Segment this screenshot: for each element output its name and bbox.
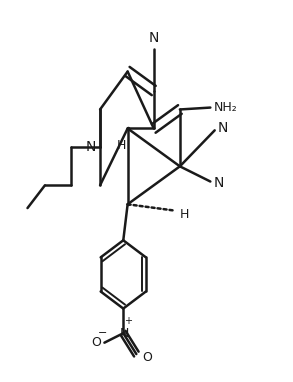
- Text: −: −: [98, 328, 108, 338]
- Text: H: H: [180, 208, 189, 221]
- Text: H: H: [117, 139, 127, 152]
- Text: +: +: [125, 316, 132, 326]
- Text: N: N: [120, 327, 130, 340]
- Text: N: N: [218, 121, 228, 136]
- Text: N: N: [85, 141, 96, 154]
- Text: O: O: [92, 336, 101, 349]
- Text: N: N: [213, 176, 224, 190]
- Text: O: O: [142, 351, 152, 364]
- Text: N: N: [149, 31, 159, 45]
- Text: NH₂: NH₂: [213, 101, 237, 114]
